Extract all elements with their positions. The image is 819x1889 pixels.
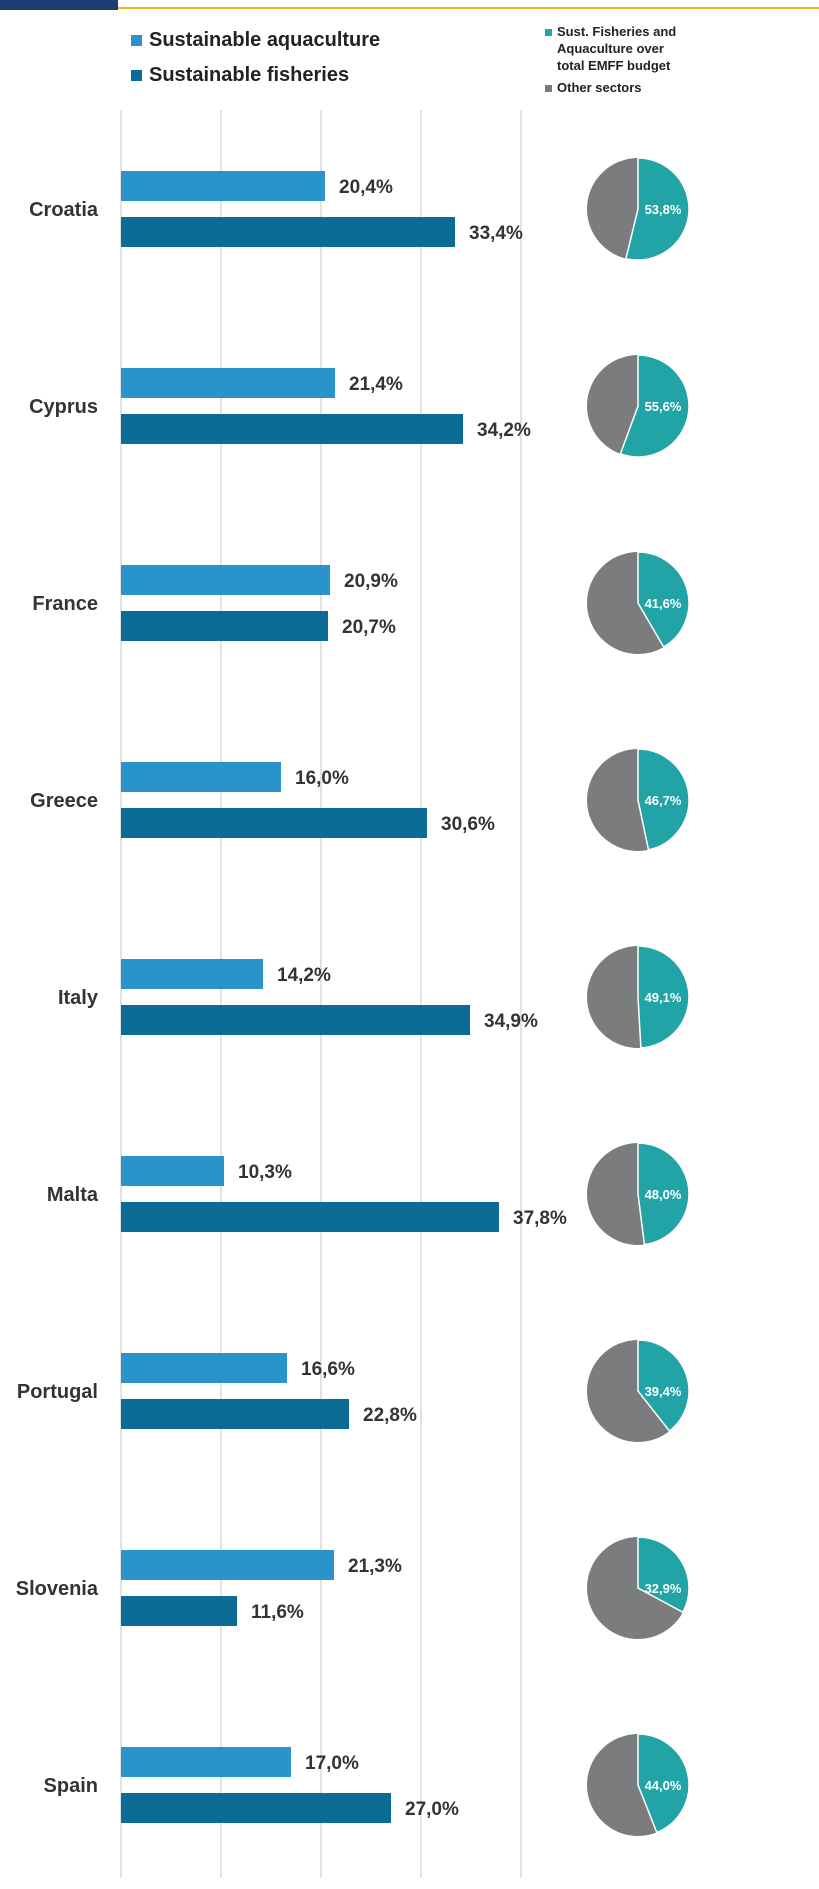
pie-slice-share bbox=[637, 748, 690, 851]
data-label: 22,8% bbox=[363, 1405, 417, 1426]
bar bbox=[121, 1005, 470, 1035]
pie-chart: 46,7% bbox=[587, 748, 690, 851]
bar bbox=[121, 565, 330, 595]
pie-data-label: 49,1% bbox=[645, 990, 682, 1005]
category-label: Croatia bbox=[29, 199, 99, 221]
pie-data-label: 41,6% bbox=[645, 596, 682, 611]
grid bbox=[120, 110, 522, 1878]
bar bbox=[121, 808, 427, 838]
bar bbox=[121, 217, 455, 247]
category-label: Cyprus bbox=[29, 396, 98, 418]
legend-label: Other sectors bbox=[557, 80, 642, 95]
pie-chart: 32,9% bbox=[587, 1536, 690, 1639]
data-label: 21,4% bbox=[349, 374, 403, 395]
pie-slice-share bbox=[637, 1339, 690, 1433]
pie-data-label: 39,4% bbox=[645, 1384, 682, 1399]
pie-slice-share bbox=[619, 354, 690, 458]
data-label: 34,9% bbox=[484, 1011, 538, 1032]
data-label: 20,7% bbox=[342, 617, 396, 638]
pie-slice-share bbox=[637, 1142, 690, 1246]
pie-chart: 49,1% bbox=[587, 945, 690, 1049]
legend-label: Sust. Fisheries and bbox=[557, 24, 676, 39]
legend: Sustainable aquaculture Sustainable fishe… bbox=[131, 24, 676, 95]
category-label: Greece bbox=[30, 790, 98, 812]
data-label: 14,2% bbox=[277, 965, 331, 986]
bar bbox=[121, 1596, 237, 1626]
bar bbox=[121, 959, 263, 989]
data-label: 27,0% bbox=[405, 1799, 459, 1820]
pie-chart: 44,0% bbox=[587, 1733, 690, 1836]
legend-swatch bbox=[545, 29, 552, 36]
pie-slice-share bbox=[625, 157, 690, 261]
data-label: 20,4% bbox=[339, 177, 393, 198]
pie-data-label: 32,9% bbox=[645, 1581, 682, 1596]
bar bbox=[121, 414, 463, 444]
top-rule-gold bbox=[118, 7, 819, 9]
data-label: 17,0% bbox=[305, 1753, 359, 1774]
pie-chart: 53,8% bbox=[587, 157, 690, 261]
legend-label: Sustainable fisheries bbox=[149, 64, 349, 86]
bar-chart: Croatia 20,4% 33,4% Cyprus 21,4% 34,2% France 2… bbox=[16, 171, 567, 1823]
data-label: 30,6% bbox=[441, 814, 495, 835]
pie-chart: 48,0% bbox=[587, 1142, 690, 1246]
pie-data-label: 46,7% bbox=[645, 793, 682, 808]
legend-label: total EMFF budget bbox=[557, 58, 671, 73]
bar bbox=[121, 1353, 287, 1383]
legend-swatch bbox=[131, 35, 142, 46]
data-label: 20,9% bbox=[344, 571, 398, 592]
top-rule-dark bbox=[0, 0, 118, 10]
bar bbox=[121, 1793, 391, 1823]
category-label: Slovenia bbox=[16, 1578, 99, 1600]
data-label: 37,8% bbox=[513, 1208, 567, 1229]
bar bbox=[121, 1747, 291, 1777]
category-label: Spain bbox=[44, 1775, 98, 1797]
pie-chart: 41,6% bbox=[587, 551, 690, 654]
category-label: Italy bbox=[58, 987, 99, 1009]
bar bbox=[121, 1399, 349, 1429]
bar bbox=[121, 762, 281, 792]
bar bbox=[121, 1156, 224, 1186]
pie-chart: 55,6% bbox=[587, 354, 690, 458]
bar bbox=[121, 611, 328, 641]
legend-label: Aquaculture over bbox=[557, 41, 664, 56]
data-label: 16,0% bbox=[295, 768, 349, 789]
pie-charts: 53,8% 55,6% 41,6% 46,7% 49,1% 48,0% 39,4% 32,9%… bbox=[587, 157, 690, 1836]
pie-slice-share bbox=[637, 1733, 690, 1834]
data-label: 33,4% bbox=[469, 223, 523, 244]
data-label: 16,6% bbox=[301, 1359, 355, 1380]
category-label: Portugal bbox=[17, 1381, 98, 1403]
pie-slice-share bbox=[637, 945, 690, 1049]
bar bbox=[121, 171, 325, 201]
pie-slice-share bbox=[637, 551, 690, 649]
category-label: France bbox=[32, 593, 98, 615]
bar bbox=[121, 368, 335, 398]
top-rule bbox=[0, 0, 819, 10]
data-label: 11,6% bbox=[251, 1602, 304, 1623]
pie-data-label: 53,8% bbox=[645, 202, 682, 217]
data-label: 10,3% bbox=[238, 1162, 292, 1183]
pie-data-label: 44,0% bbox=[645, 1778, 682, 1793]
pie-slice-share bbox=[637, 1536, 690, 1614]
pie-data-label: 48,0% bbox=[645, 1187, 682, 1202]
pie-chart: 39,4% bbox=[587, 1339, 690, 1442]
legend-label: Sustainable aquaculture bbox=[149, 29, 380, 51]
data-label: 34,2% bbox=[477, 420, 531, 441]
legend-swatch bbox=[131, 70, 142, 81]
pie-data-label: 55,6% bbox=[645, 399, 682, 414]
category-label: Malta bbox=[47, 1184, 99, 1206]
data-label: 21,3% bbox=[348, 1556, 402, 1577]
bar bbox=[121, 1550, 334, 1580]
legend-swatch bbox=[545, 85, 552, 92]
bar bbox=[121, 1202, 499, 1232]
